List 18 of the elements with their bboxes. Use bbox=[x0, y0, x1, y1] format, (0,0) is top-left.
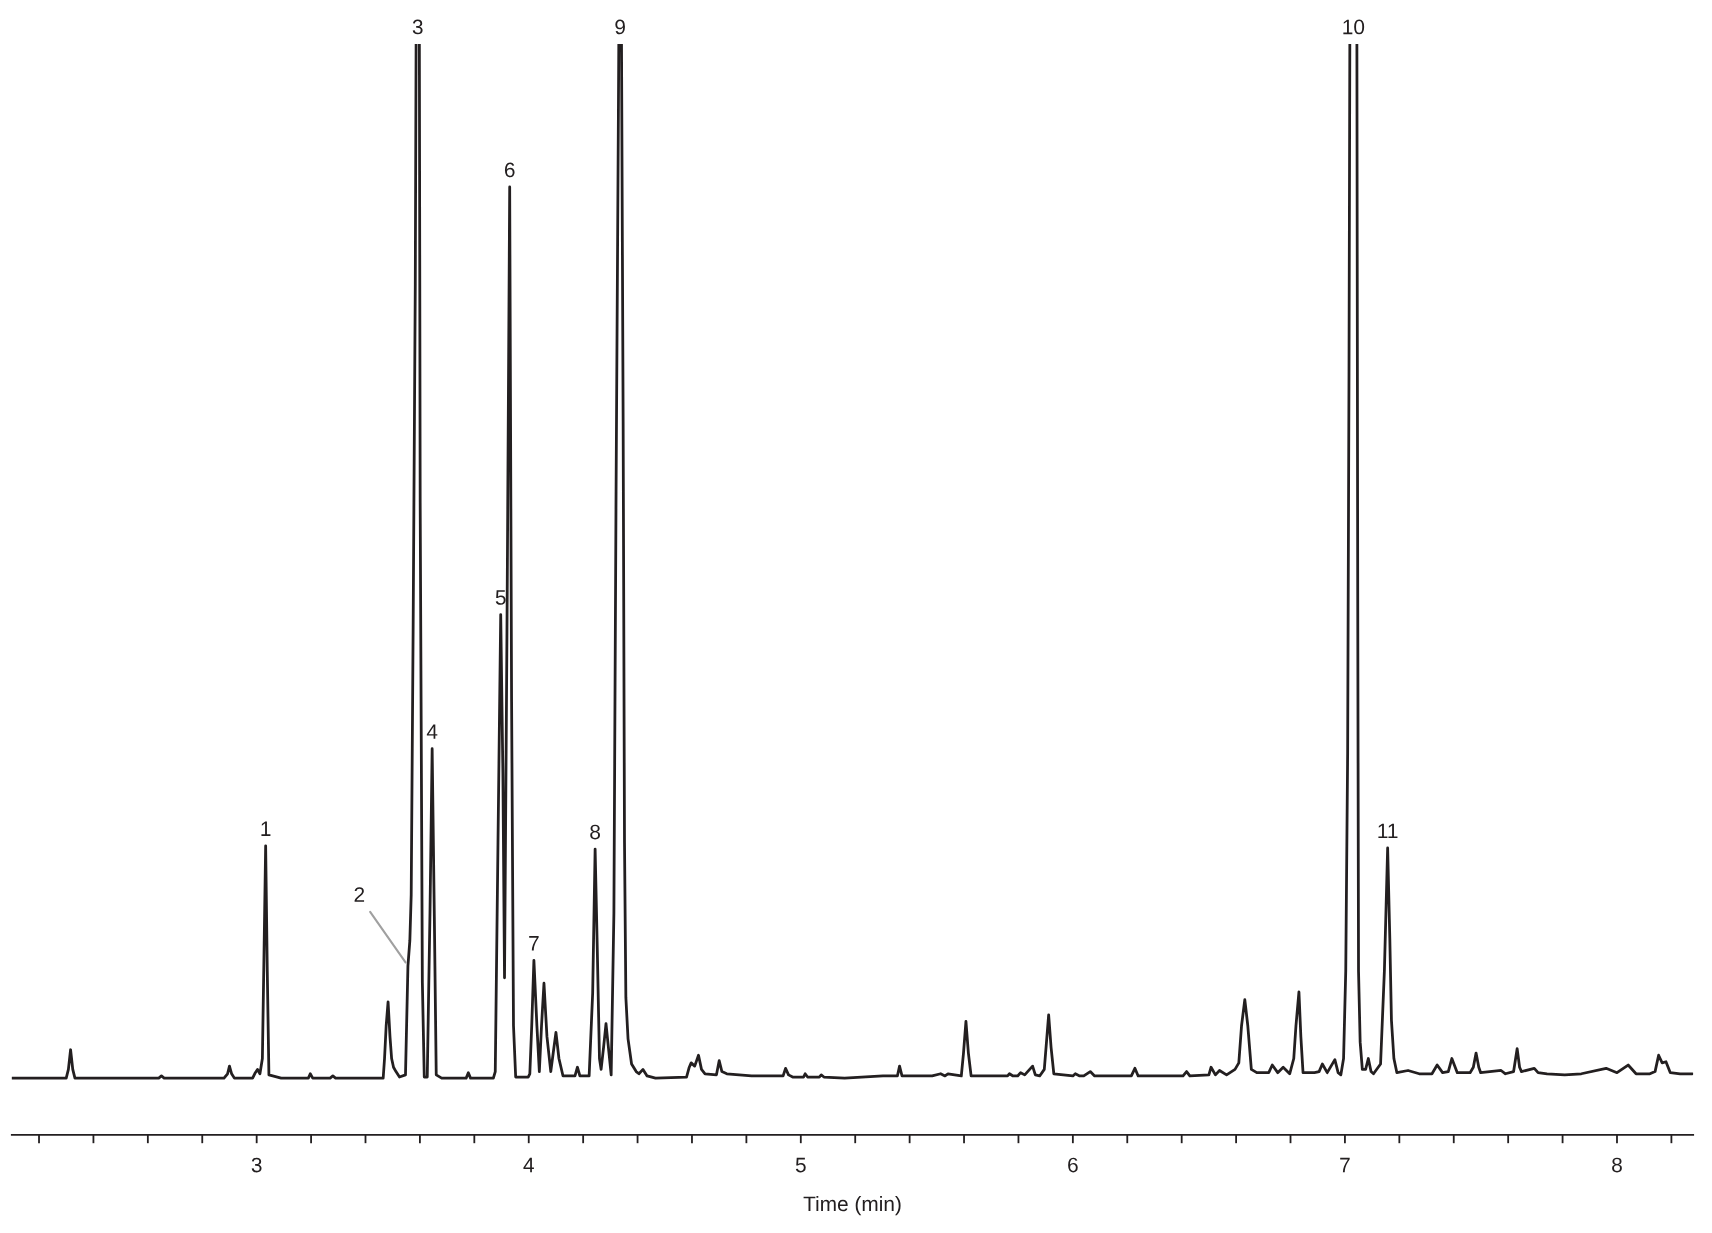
x-tick-label: 4 bbox=[523, 1157, 534, 1173]
annotation: 2 bbox=[354, 887, 365, 902]
x-tick-label: 5 bbox=[795, 1157, 806, 1173]
x-tick-label: 3 bbox=[251, 1157, 262, 1173]
annotation: 8 bbox=[590, 824, 601, 840]
x-tick-label: 7 bbox=[1340, 1157, 1350, 1173]
annotation: 10 bbox=[1343, 19, 1365, 35]
annotation: 3 bbox=[412, 19, 423, 35]
annotation: 6 bbox=[504, 162, 515, 178]
annotation: 1 bbox=[261, 821, 271, 836]
annotation: 9 bbox=[615, 19, 625, 35]
x-tick-label: 8 bbox=[1612, 1157, 1622, 1173]
annotation: 7 bbox=[529, 936, 539, 951]
x-axis-title: Time (min) bbox=[803, 1195, 901, 1216]
annotation: 4 bbox=[426, 724, 438, 739]
x-tick-label: 6 bbox=[1068, 1157, 1078, 1173]
annotation: 5 bbox=[495, 590, 506, 605]
annotation: 11 bbox=[1378, 823, 1398, 839]
